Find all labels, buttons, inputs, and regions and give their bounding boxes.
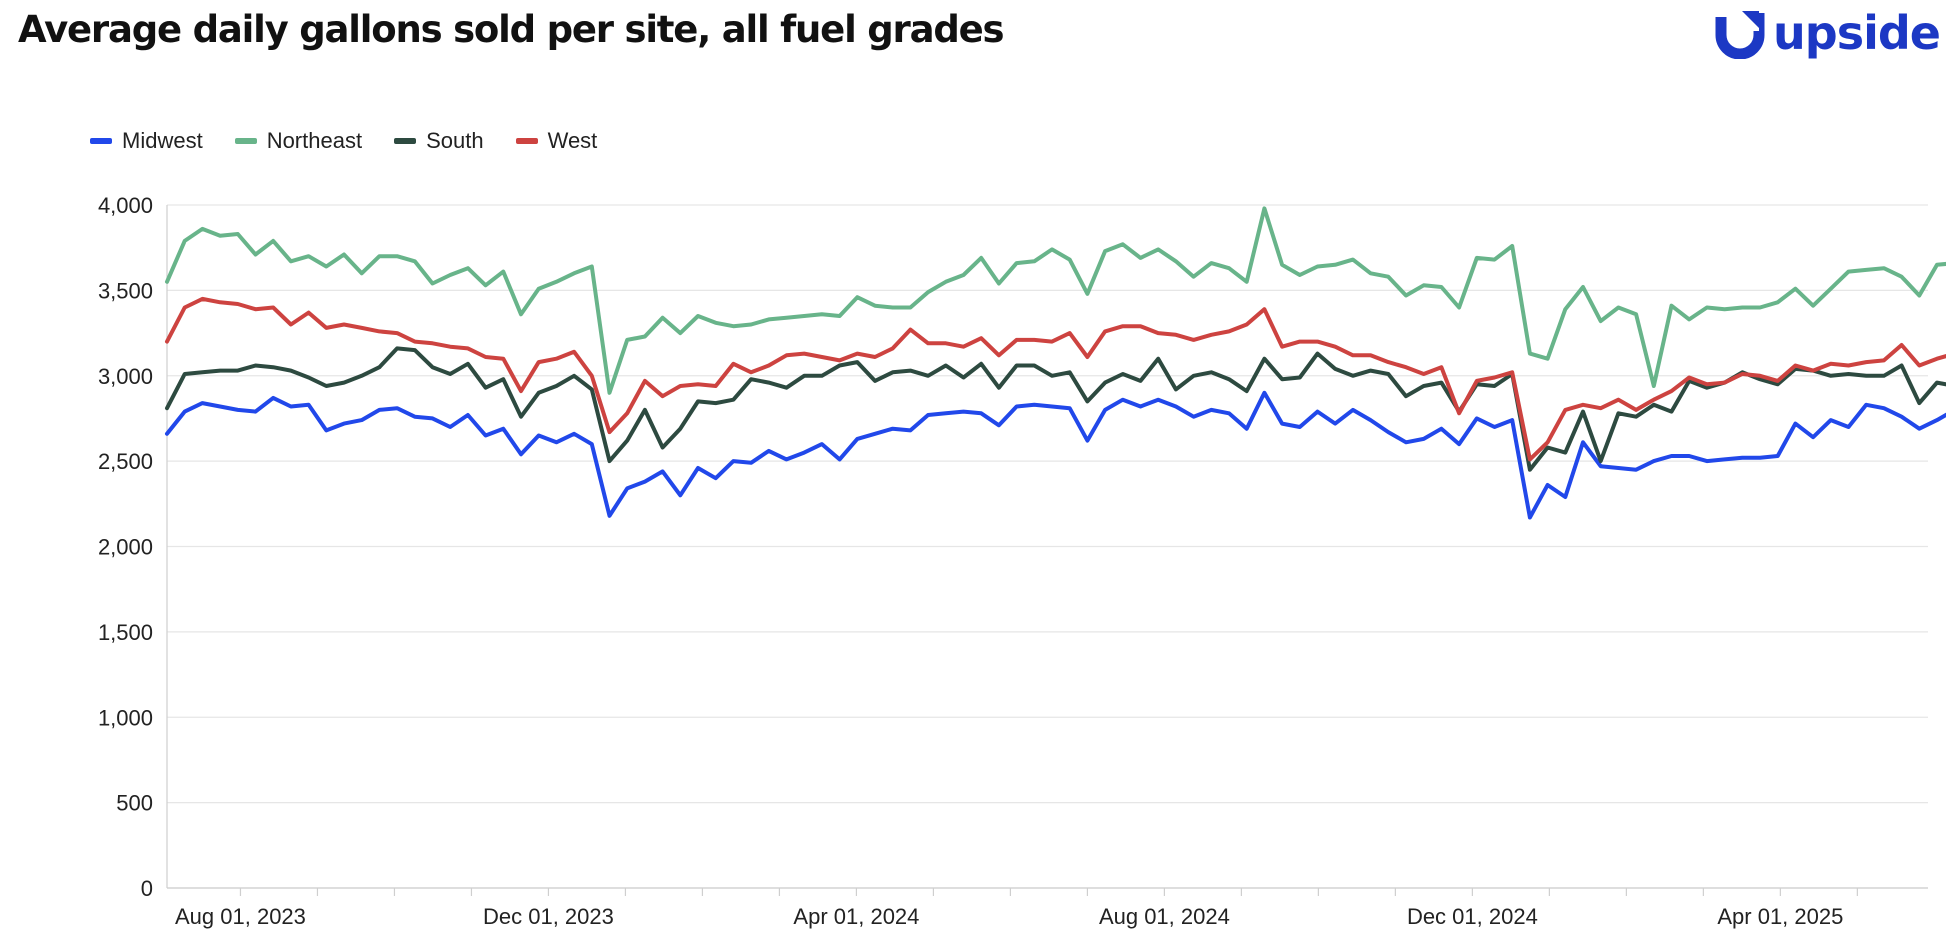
legend-label-west: West <box>547 128 598 153</box>
series-line-south <box>165 346 1946 472</box>
y-tick-label: 3,500 <box>98 278 153 303</box>
x-tick-label: Apr 01, 2024 <box>793 904 919 929</box>
x-tick-label: Dec 01, 2024 <box>1407 904 1538 929</box>
x-tick-label: Apr 01, 2025 <box>1717 904 1843 929</box>
legend-item-west[interactable]: West <box>515 128 598 154</box>
legend-label-northeast: Northeast <box>266 128 363 153</box>
legend-swatch-west <box>515 138 538 144</box>
legend-swatch-northeast <box>234 138 257 144</box>
y-tick-label: 0 <box>141 876 153 901</box>
upside-logo-text: upside <box>1773 6 1941 60</box>
legend-label-south: South <box>426 128 484 153</box>
x-tick-label: Aug 01, 2023 <box>175 904 306 929</box>
x-tick-label: Dec 01, 2023 <box>483 904 614 929</box>
legend-swatch-midwest <box>90 138 112 144</box>
y-tick-label: 3,000 <box>98 364 153 389</box>
upside-logo: upside <box>1715 6 1941 60</box>
legend-item-midwest[interactable]: Midwest <box>90 128 203 154</box>
legend-label-midwest: Midwest <box>122 128 203 153</box>
x-tick-label: Aug 01, 2024 <box>1099 904 1230 929</box>
y-tick-label: 2,500 <box>98 449 153 474</box>
y-tick-label: 2,000 <box>98 535 153 560</box>
chart-legend: Midwest Northeast South West <box>90 128 597 154</box>
series-line-northeast <box>165 206 1946 395</box>
series-line-west <box>165 296 1946 462</box>
page-title: Average daily gallons sold per site, all… <box>18 8 1005 51</box>
y-tick-label: 500 <box>116 791 153 816</box>
y-tick-label: 4,000 <box>98 193 153 218</box>
legend-item-south[interactable]: South <box>394 128 484 154</box>
legend-item-northeast[interactable]: Northeast <box>234 128 363 154</box>
upside-logo-icon <box>1715 11 1765 59</box>
series-line-midwest <box>165 390 1946 520</box>
y-tick-label: 1,500 <box>98 620 153 645</box>
y-tick-label: 1,000 <box>98 705 153 730</box>
legend-swatch-south <box>394 138 417 144</box>
